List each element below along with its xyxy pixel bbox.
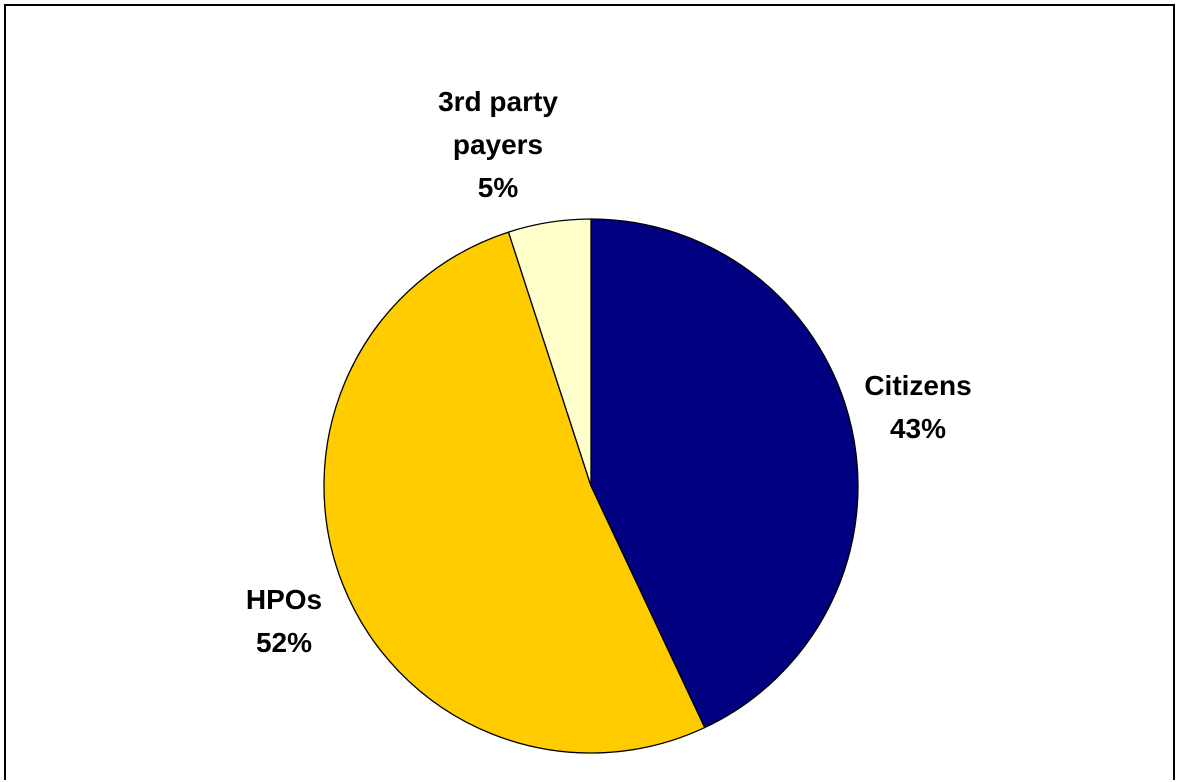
slice-value-hpos: 52% <box>256 627 312 658</box>
pie-chart: Citizens 43% HPOs 52% 3rd party payers 5… <box>246 86 972 754</box>
slice-label-hpos: HPOs <box>246 584 322 615</box>
slice-value-citizens: 43% <box>890 413 946 444</box>
slice-label-3rd-party-line2: payers <box>453 129 543 160</box>
pie-slice-hpos <box>323 231 706 754</box>
pie-slices <box>323 218 859 754</box>
pie-slice-citizens <box>590 218 859 729</box>
pie-slice-3rd-party-payers <box>507 218 592 487</box>
slice-label-3rd-party-line1: 3rd party <box>438 86 558 117</box>
chart-frame: Citizens 43% HPOs 52% 3rd party payers 5… <box>4 4 1175 780</box>
slice-value-3rd-party: 5% <box>478 172 519 203</box>
slice-label-citizens: Citizens <box>864 370 971 401</box>
